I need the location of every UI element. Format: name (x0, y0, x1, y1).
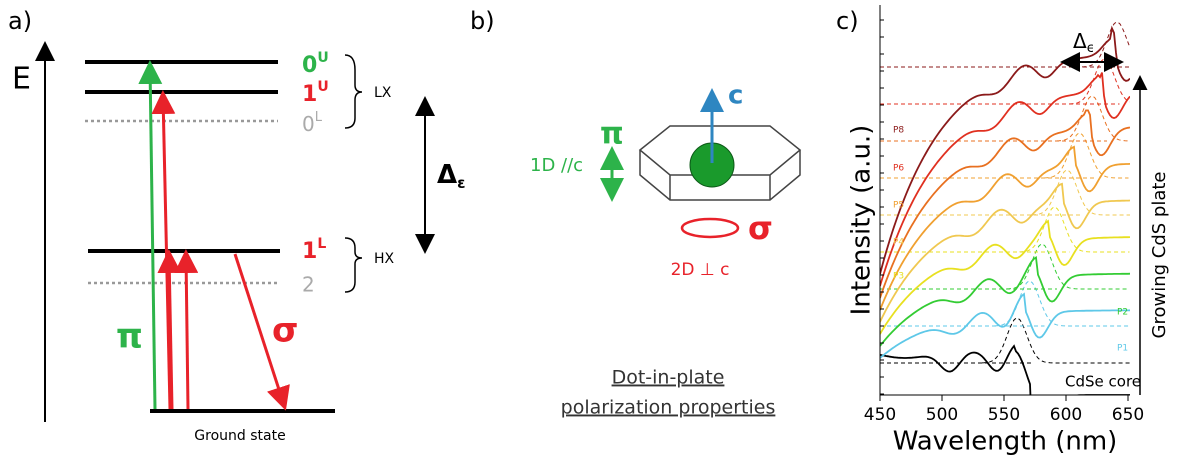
pi-text: 1D //c (530, 155, 583, 176)
ground-label: Ground state (194, 428, 285, 444)
level-label: 1L (302, 236, 326, 264)
spectrum (880, 182, 1130, 323)
panel-label: b) (470, 7, 495, 35)
panel-c: c) Intensity (a.u.) Wavelength (nm) Δϵ G… (836, 5, 1170, 457)
y-axis-label: Intensity (a.u.) (847, 125, 877, 316)
spectrum (880, 255, 1130, 347)
curve-label: P3 (893, 272, 904, 282)
splitting-label: Δϵ (1073, 29, 1095, 56)
curve-label: P1 (1117, 344, 1128, 354)
fit (981, 317, 1130, 364)
curve-label: P6 (893, 164, 904, 174)
x-axis-label: Wavelength (nm) (893, 427, 1118, 457)
axis-label: c (728, 81, 743, 111)
spectrum (880, 145, 1130, 311)
fit (1056, 95, 1130, 142)
transition-arrow (174, 249, 199, 410)
x-tick-label: 450 (864, 405, 896, 425)
sigma-label: σ (272, 311, 298, 351)
caption: Dot-in-plate (612, 367, 725, 389)
pi-label: π (116, 317, 143, 357)
level-label: 1U (302, 79, 329, 107)
panel-a: a) E 0U 1U 0L LX 1L 2 HX Δε π σ Ground s… (8, 7, 465, 444)
curve-label: CdSe core (1065, 373, 1141, 391)
transition-arrow (157, 249, 182, 410)
curve-label: P5 (893, 201, 904, 211)
transition-arrow (233, 253, 290, 411)
fit (1019, 206, 1130, 253)
fit (1069, 58, 1130, 105)
panel-b: b) c π 1D //c σ 2D ⊥ c Dot-in-plate pola… (470, 7, 802, 419)
x-tick-label: 550 (988, 405, 1020, 425)
brace (344, 237, 363, 293)
plate (638, 125, 802, 201)
axis-label: E (12, 62, 31, 97)
transition-arrow (138, 60, 163, 410)
fit (1031, 169, 1130, 216)
x-tick-label: 650 (1112, 405, 1144, 425)
panel-label: c) (836, 7, 859, 35)
curve-label: P4 (893, 238, 904, 248)
spectrum (880, 219, 1130, 335)
sigma-label: σ (748, 209, 773, 247)
group-label: LX (374, 85, 392, 101)
sigma-text: 2D ⊥ c (671, 260, 730, 280)
spectrum (880, 109, 1130, 299)
fit (1006, 243, 1129, 290)
x-tick-label: 600 (1050, 405, 1082, 425)
level-label: 0U (302, 50, 329, 78)
splitting-label: Δε (437, 160, 465, 192)
curve-label: P8 (893, 126, 904, 136)
group-label: HX (374, 251, 395, 267)
spectrum (880, 344, 1130, 395)
curve-label: P2 (1117, 308, 1128, 318)
x-tick-label: 500 (926, 405, 958, 425)
pi-label: π (600, 117, 624, 152)
growth-label: Growing CdS plate (1149, 172, 1170, 339)
panel-label: a) (8, 7, 32, 35)
spectrum (880, 292, 1130, 359)
caption: polarization properties (561, 397, 776, 419)
fit (994, 280, 1129, 327)
spectrum (880, 72, 1130, 287)
sigma-loop (680, 217, 740, 239)
fit (1044, 132, 1129, 179)
level-label: 0L (302, 110, 323, 136)
brace (344, 54, 363, 129)
level-label: 2 (302, 273, 315, 297)
